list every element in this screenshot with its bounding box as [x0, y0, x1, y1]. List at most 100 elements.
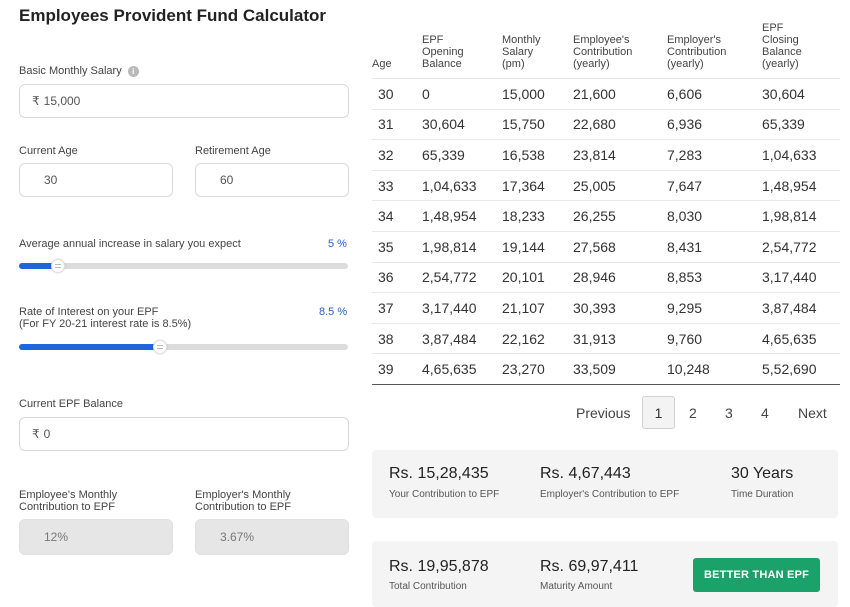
table-cell: 34 — [378, 208, 394, 225]
better-than-epf-button[interactable]: BETTER THAN EPF — [693, 558, 820, 592]
table-cell: 0 — [422, 85, 430, 102]
table-cell: 7,647 — [667, 177, 703, 194]
duration-caption: Time Duration — [731, 489, 794, 500]
table-row: 38 3,87,484 22,162 31,913 9,760 4,65,635 — [372, 323, 840, 354]
table-row: 35 1,98,814 19,144 27,568 8,431 2,54,772 — [372, 231, 840, 262]
table-cell: 30 — [378, 85, 394, 102]
employee-contribution-label: Employee's Monthly Contribution to EPF — [19, 489, 118, 513]
interest-rate-label: Rate of Interest on your EPF — [19, 306, 159, 318]
slider-handle[interactable] — [153, 340, 168, 354]
table-cell: 33,509 — [573, 361, 616, 378]
rupee-icon: ₹ — [32, 94, 40, 108]
table-cell: 36 — [378, 269, 394, 286]
table-cell: 9,295 — [667, 299, 703, 316]
table-cell: 21,107 — [502, 299, 545, 316]
table-cell: 16,538 — [502, 146, 545, 163]
table-cell: 22,162 — [502, 330, 545, 347]
pagination-next[interactable]: Next — [798, 405, 827, 421]
table-cell: 15,750 — [502, 116, 545, 133]
table-cell: 15,000 — [502, 85, 545, 102]
current-balance-label: Current EPF Balance — [19, 398, 123, 410]
table-header-cell: Monthly Salary (pm) — [502, 34, 541, 70]
table-cell: 27,568 — [573, 238, 616, 255]
table-cell: 30,604 — [422, 116, 465, 133]
info-icon[interactable]: i — [127, 65, 139, 77]
table-cell: 65,339 — [762, 116, 805, 133]
slider-fill — [19, 263, 59, 269]
table-cell: 3,17,440 — [762, 269, 817, 286]
slider-fill — [19, 344, 161, 350]
duration-amount: 30 Years — [731, 465, 794, 482]
summary-card — [372, 450, 838, 518]
maturity-amount: Rs. 69,97,411 — [540, 558, 639, 575]
table-row: 30 0 15,000 21,600 6,606 30,604 — [372, 78, 840, 110]
table-cell: 17,364 — [502, 177, 545, 194]
table-cell: 4,65,635 — [762, 330, 817, 347]
basic-salary-input[interactable]: ₹ 15,000 — [19, 84, 349, 118]
interest-rate-value: 8.5 % — [319, 306, 348, 318]
table-cell: 1,98,814 — [762, 208, 817, 225]
table-cell: 9,760 — [667, 330, 703, 347]
table-cell: 1,04,633 — [762, 146, 817, 163]
table-cell: 31 — [378, 116, 394, 133]
table-cell: 8,030 — [667, 208, 703, 225]
salary-increase-slider[interactable] — [19, 259, 348, 273]
total-contribution-amount: Rs. 19,95,878 — [389, 558, 489, 575]
table-header-row: Age EPF Opening Balance Monthly Salary (pm) Emp… — [372, 22, 840, 79]
table-row: 39 4,65,635 23,270 33,509 10,248 5,52,690 — [372, 353, 840, 385]
employer-contribution-label: Employer's Monthly Contribution to EPF — [195, 489, 291, 513]
salary-increase-label: Average annual increase in salary you ex… — [19, 238, 241, 250]
table-cell: 4,65,635 — [422, 361, 477, 378]
table-cell: 37 — [378, 299, 394, 316]
table-cell: 10,248 — [667, 361, 710, 378]
table-cell: 21,600 — [573, 85, 616, 102]
table-cell: 8,853 — [667, 269, 703, 286]
table-cell: 26,255 — [573, 208, 616, 225]
table-cell: 2,54,772 — [422, 269, 477, 286]
total-contribution-caption: Total Contribution — [389, 581, 467, 592]
employer-contribution-field: 3.67% — [195, 519, 349, 555]
table-cell: 2,54,772 — [762, 238, 817, 255]
pagination-page-4[interactable]: 4 — [761, 405, 769, 421]
table-cell: 8,431 — [667, 238, 703, 255]
table-cell: 1,48,954 — [762, 177, 817, 194]
table-cell: 30,604 — [762, 85, 805, 102]
table-cell: 5,52,690 — [762, 361, 817, 378]
table-row: 36 2,54,772 20,101 28,946 8,853 3,17,440 — [372, 262, 840, 293]
basic-salary-label: Basic Monthly Salary i — [19, 65, 139, 77]
table-row: 31 30,604 15,750 22,680 6,936 65,339 — [372, 109, 840, 140]
pagination-page-2[interactable]: 2 — [689, 405, 697, 421]
pagination-previous[interactable]: Previous — [576, 405, 631, 421]
interest-rate-sublabel: (For FY 20-21 interest rate is 8.5%) — [19, 318, 192, 330]
retirement-age-label: Retirement Age — [195, 145, 271, 157]
table-cell: 65,339 — [422, 146, 465, 163]
pagination-page-3[interactable]: 3 — [725, 405, 733, 421]
table-header-cell: EPF Opening Balance — [422, 34, 464, 70]
table-header-cell: Employer's Contribution (yearly) — [667, 34, 727, 70]
your-contribution-amount: Rs. 15,28,435 — [389, 465, 489, 482]
retirement-age-input[interactable]: 60 — [195, 163, 349, 197]
employee-contribution-field: 12% — [19, 519, 173, 555]
table-cell: 18,233 — [502, 208, 545, 225]
employer-contribution-caption: Employer's Contribution to EPF — [540, 489, 680, 500]
pagination-page-1[interactable]: 1 — [642, 396, 675, 429]
table-cell: 1,98,814 — [422, 238, 477, 255]
epf-table: Age EPF Opening Balance Monthly Salary (pm) Emp… — [372, 22, 840, 385]
table-cell: 19,144 — [502, 238, 545, 255]
interest-rate-slider[interactable] — [19, 340, 348, 354]
table-cell: 1,04,633 — [422, 177, 477, 194]
table-cell: 30,393 — [573, 299, 616, 316]
slider-handle[interactable] — [51, 259, 66, 273]
salary-increase-value: 5 % — [328, 238, 347, 250]
table-cell: 6,936 — [667, 116, 703, 133]
table-header-cell: Employee's Contribution (yearly) — [573, 34, 633, 70]
table-cell: 22,680 — [573, 116, 616, 133]
table-row: 34 1,48,954 18,233 26,255 8,030 1,98,814 — [372, 200, 840, 232]
table-row: 33 1,04,633 17,364 25,005 7,647 1,48,954 — [372, 170, 840, 201]
table-cell: 33 — [378, 177, 394, 194]
current-age-label: Current Age — [19, 145, 78, 157]
table-cell: 3,17,440 — [422, 299, 477, 316]
current-balance-input[interactable]: ₹ 0 — [19, 417, 349, 451]
table-row: 37 3,17,440 21,107 30,393 9,295 3,87,484 — [372, 292, 840, 324]
current-age-input[interactable]: 30 — [19, 163, 173, 197]
